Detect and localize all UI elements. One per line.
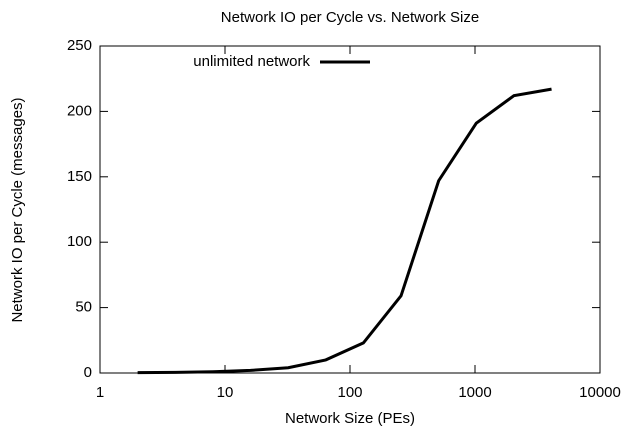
y-tick-label: 200 [67, 102, 92, 119]
x-tick-label: 10000 [579, 384, 621, 401]
legend-label: unlimited network [193, 53, 310, 70]
x-axis-label: Network Size (PEs) [285, 410, 415, 427]
y-tick-label: 150 [67, 168, 92, 185]
y-axis-label: Network IO per Cycle (messages) [9, 97, 26, 322]
x-tick-label: 10 [217, 384, 234, 401]
y-tick-label: 0 [84, 364, 92, 381]
x-tick-label: 1000 [458, 384, 491, 401]
data-line [137, 87, 552, 375]
x-tick-label: 1 [96, 384, 104, 401]
y-tick-label: 50 [75, 299, 92, 316]
y-tick-label: 250 [67, 37, 92, 54]
y-tick-label: 100 [67, 233, 92, 250]
x-tick-label: 100 [337, 384, 362, 401]
chart-title: Network IO per Cycle vs. Network Size [221, 9, 479, 26]
